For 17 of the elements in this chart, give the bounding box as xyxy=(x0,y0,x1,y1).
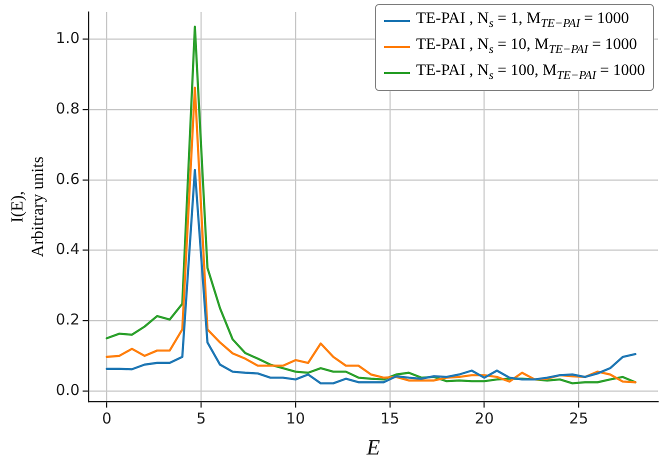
x-tick-label: 15 xyxy=(380,409,400,428)
x-tick-label: 20 xyxy=(474,409,494,428)
x-tick-label: 0 xyxy=(102,409,112,428)
y-tick-label: 0.2 xyxy=(56,310,80,329)
x-axis-title: E xyxy=(366,434,381,460)
x-tick-label: 25 xyxy=(569,409,588,428)
legend-label: TE-PAI , N$_{s}$ = 100, M$_{TE−PAI}$ = 1000 xyxy=(416,61,645,85)
legend-label: TE-PAI , N$_{s}$ = 1, M$_{TE−PAI}$ = 1000 xyxy=(416,9,629,32)
legend-label: TE-PAI , N$_{s}$ = 10, M$_{TE−PAI}$ = 1000 xyxy=(416,35,637,58)
y-tick-label: 1.0 xyxy=(56,28,80,47)
y-axis-title: I(E), Arbitrary units xyxy=(8,156,48,258)
x-tick-label: 10 xyxy=(286,409,306,428)
x-tick-label: 5 xyxy=(196,409,206,428)
y-tick-label: 0.8 xyxy=(56,99,80,118)
y-tick-label: 0.4 xyxy=(56,240,80,258)
y-tick-label: 0.6 xyxy=(56,170,80,188)
y-tick-label: 0.0 xyxy=(56,380,80,399)
